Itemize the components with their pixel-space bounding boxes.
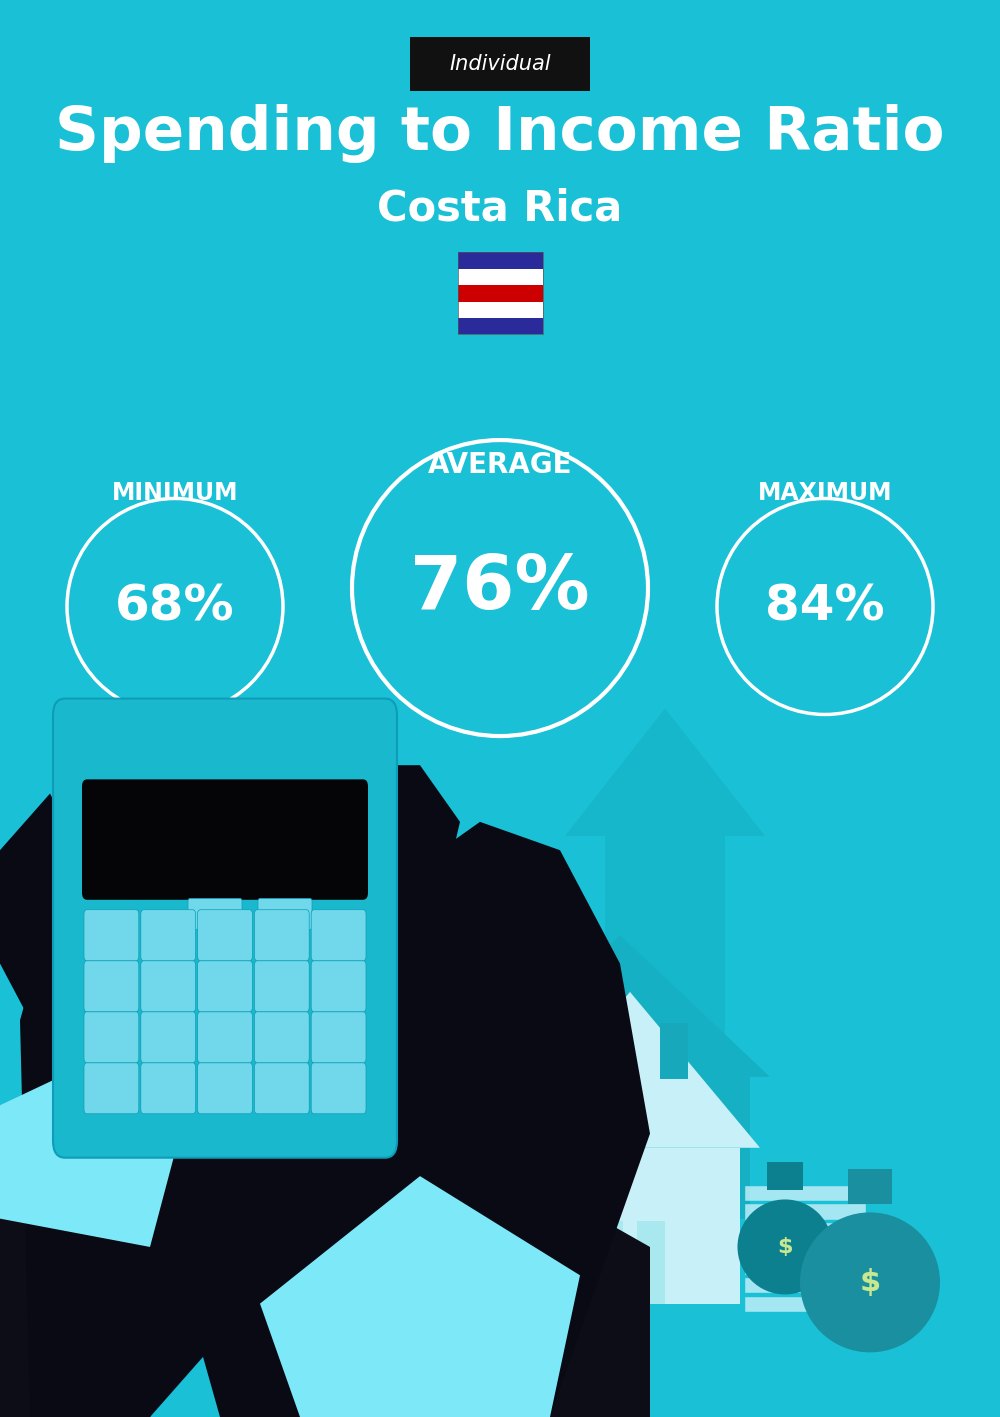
Bar — [458, 285, 542, 302]
FancyArrow shape — [320, 794, 480, 1134]
Bar — [745, 1278, 865, 1292]
Bar — [745, 1186, 865, 1200]
FancyBboxPatch shape — [258, 898, 312, 930]
Polygon shape — [470, 935, 770, 1077]
FancyBboxPatch shape — [141, 961, 196, 1012]
Polygon shape — [0, 1105, 220, 1417]
FancyBboxPatch shape — [198, 1063, 252, 1114]
FancyBboxPatch shape — [141, 1063, 196, 1114]
Bar — [637, 1221, 665, 1304]
Bar — [745, 1297, 865, 1311]
Bar — [458, 269, 542, 285]
Text: Costa Rica: Costa Rica — [377, 187, 623, 230]
Text: $: $ — [777, 1237, 793, 1257]
FancyBboxPatch shape — [188, 898, 242, 930]
Ellipse shape — [738, 1199, 832, 1295]
FancyArrow shape — [565, 708, 765, 1162]
Bar — [458, 317, 542, 334]
FancyBboxPatch shape — [311, 910, 366, 961]
Bar — [458, 252, 542, 269]
Polygon shape — [20, 765, 380, 1417]
Text: $: $ — [859, 1268, 881, 1297]
Polygon shape — [500, 992, 760, 1148]
Bar — [745, 1204, 865, 1219]
FancyBboxPatch shape — [53, 699, 397, 1158]
Polygon shape — [0, 1049, 180, 1247]
FancyBboxPatch shape — [198, 1012, 252, 1063]
Bar — [490, 1077, 750, 1219]
FancyBboxPatch shape — [84, 1063, 139, 1114]
FancyBboxPatch shape — [410, 37, 590, 91]
Bar — [595, 1221, 623, 1304]
Bar — [745, 1260, 865, 1274]
FancyBboxPatch shape — [82, 779, 368, 900]
FancyBboxPatch shape — [198, 910, 252, 961]
FancyBboxPatch shape — [254, 910, 309, 961]
FancyBboxPatch shape — [84, 1012, 139, 1063]
Text: MAXIMUM: MAXIMUM — [758, 482, 892, 504]
FancyBboxPatch shape — [254, 1063, 309, 1114]
Polygon shape — [260, 1176, 580, 1417]
FancyBboxPatch shape — [141, 910, 196, 961]
Text: 76%: 76% — [410, 551, 590, 625]
FancyBboxPatch shape — [198, 961, 252, 1012]
Text: AVERAGE: AVERAGE — [428, 451, 572, 479]
Bar — [520, 1148, 740, 1304]
Polygon shape — [320, 765, 460, 964]
Bar — [745, 1223, 865, 1237]
Bar — [745, 1241, 865, 1255]
Bar — [848, 1169, 892, 1204]
FancyBboxPatch shape — [311, 961, 366, 1012]
Bar — [458, 302, 542, 317]
FancyBboxPatch shape — [254, 961, 309, 1012]
FancyBboxPatch shape — [141, 1012, 196, 1063]
Bar — [660, 1023, 688, 1080]
Text: 68%: 68% — [115, 582, 235, 631]
Polygon shape — [0, 794, 80, 1020]
FancyBboxPatch shape — [84, 961, 139, 1012]
Ellipse shape — [800, 1213, 940, 1352]
Polygon shape — [180, 822, 650, 1417]
Text: Individual: Individual — [449, 54, 551, 74]
Bar — [767, 1162, 803, 1190]
Text: Spending to Income Ratio: Spending to Income Ratio — [55, 103, 945, 163]
FancyBboxPatch shape — [254, 1012, 309, 1063]
FancyBboxPatch shape — [311, 1063, 366, 1114]
FancyBboxPatch shape — [311, 1012, 366, 1063]
Text: MINIMUM: MINIMUM — [112, 482, 238, 504]
Text: 84%: 84% — [765, 582, 885, 631]
Polygon shape — [280, 1162, 650, 1417]
FancyBboxPatch shape — [84, 910, 139, 961]
